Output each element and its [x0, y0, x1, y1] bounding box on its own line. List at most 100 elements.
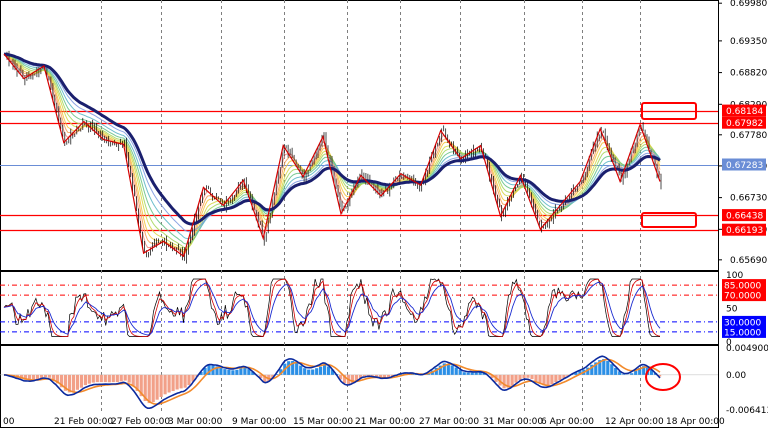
macd-hist-bar: [490, 374, 494, 379]
macd-hist-bar: [458, 369, 462, 375]
ma-ribbon-line: [3, 53, 661, 233]
macd-hist-bar: [243, 367, 247, 375]
macd-hist-bar: [350, 374, 355, 384]
price-tick-label: 0.68820: [730, 69, 767, 79]
price-tick-label: 0.65690: [730, 256, 767, 266]
macd-hist-bar: [251, 371, 255, 375]
time-tick-label: 12 Apr 00:00: [605, 417, 664, 427]
price-level-label: 0.67283: [726, 161, 763, 171]
macd-hist-bar: [482, 373, 486, 375]
macd-hist-bar: [151, 374, 155, 403]
price-level-label: 0.68184: [726, 107, 763, 117]
time-tick-label: 3 Mar 00:00: [168, 417, 223, 427]
macd-hist-bar: [39, 374, 44, 379]
ma-thick-line: [3, 52, 661, 226]
macd-hist-bar: [658, 374, 662, 377]
macd-hist-bar: [502, 374, 506, 389]
macd-hist-bar: [598, 360, 602, 375]
annotation-box: [641, 212, 697, 228]
rsi-level-tag: [722, 279, 766, 292]
macd-hist-bar: [506, 374, 510, 388]
macd-hist-bar: [438, 365, 442, 375]
macd-hist-bar: [566, 374, 570, 377]
time-tick-label: 27 Feb 00:00: [111, 417, 170, 427]
macd-hist-bar: [642, 366, 646, 375]
macd-hist-bar: [95, 374, 99, 383]
rsi-level-label: 85.0000: [724, 282, 761, 292]
macd-hist-bar: [71, 374, 75, 392]
rsi-level-tag: [722, 325, 766, 338]
macd-tick-label: 0.00: [726, 371, 746, 381]
macd-hist-bar: [542, 374, 546, 386]
rsi-tick-label: 50: [726, 305, 738, 315]
macd-hist-bar: [279, 369, 283, 375]
ma-ribbon-line: [3, 53, 661, 251]
macd-hist-bar: [235, 369, 239, 375]
macd-hist-bar: [159, 374, 163, 397]
price-panel: [0, 50, 718, 264]
macd-hist-bar: [574, 372, 578, 375]
macd-hist-bar: [291, 361, 295, 375]
macd-hist-bar: [59, 374, 63, 388]
macd-hist-bar: [231, 370, 235, 375]
ma-ribbon-line: [3, 53, 661, 253]
macd-hist-bar: [354, 374, 359, 381]
price-axis: 0.699800.693500.688200.682900.677800.672…: [718, 0, 768, 416]
ma-ribbon-line: [3, 53, 661, 254]
macd-hist-bar: [382, 374, 386, 378]
time-tick-label: 9 Mar 00:00: [232, 417, 287, 427]
macd-tick-label: 0.0049007: [726, 344, 768, 354]
macd-hist-bar: [115, 374, 119, 383]
macd-hist-bar: [199, 372, 203, 375]
macd-hist-bar: [526, 374, 530, 378]
price-tick-label: 0.67780: [730, 131, 767, 141]
macd-hist-bar: [79, 374, 83, 388]
macd-hist-bar: [23, 374, 28, 381]
macd-hist-bar: [534, 374, 538, 382]
macd-hist-bar: [530, 374, 534, 380]
macd-hist-bar: [374, 374, 379, 377]
macd-hist-bar: [606, 360, 610, 375]
macd-hist-bar: [239, 368, 243, 375]
ma-ribbon-line: [3, 53, 661, 249]
price-level-label: 0.66438: [726, 212, 763, 222]
macd-hist-bar: [470, 372, 474, 375]
macd-hist-bar: [442, 363, 446, 375]
price-tick-label: 0.69350: [730, 37, 767, 47]
macd-hist-bar: [474, 372, 478, 375]
price-level-tag: [722, 223, 766, 236]
ma-ribbon-line: [3, 53, 661, 256]
macd-hist-bar: [594, 362, 598, 375]
macd-hist-bar: [546, 374, 550, 386]
time-tick-label: 31 Mar 00:00: [483, 417, 543, 427]
macd-hist-bar: [558, 374, 562, 381]
macd-hist-bar: [163, 374, 167, 395]
macd-hist-bar: [75, 374, 79, 390]
price-level-tag: [722, 116, 766, 129]
macd-hist-bar: [311, 369, 315, 375]
macd-line: [3, 355, 661, 409]
time-tick-label: 21 Mar 00:00: [355, 417, 415, 427]
macd-hist-bar: [634, 371, 638, 375]
macd-hist-bar: [35, 374, 40, 379]
macd-tick-label: -0.006413: [726, 406, 768, 416]
macd-hist-bar: [187, 374, 191, 386]
rsi-line: [3, 278, 660, 337]
price-tick-label: 0.66730: [730, 194, 767, 204]
time-tick-label: 21 Feb 00:00: [54, 417, 113, 427]
rsi-tick-label: 100: [726, 271, 743, 281]
macd-hist-bar: [386, 374, 390, 378]
macd-hist-bar: [602, 359, 606, 375]
macd-hist-bar: [107, 374, 111, 383]
time-tick-label: 18 Apr 00:00: [666, 417, 725, 427]
macd-panel: [0, 355, 718, 409]
rsi-level-tag: [722, 315, 766, 328]
macd-hist-bar: [247, 369, 251, 375]
macd-hist-bar: [99, 374, 103, 383]
macd-hist-bar: [295, 362, 299, 375]
grid-lines: [0, 0, 719, 428]
macd-hist-bar: [191, 374, 195, 382]
time-tick-label: 15 Mar 00:00: [293, 417, 353, 427]
